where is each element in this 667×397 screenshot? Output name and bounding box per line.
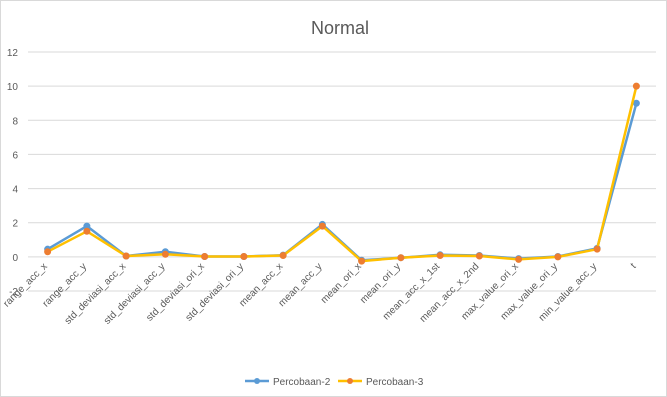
y-tick-label: 12 (7, 48, 19, 59)
data-point (240, 253, 248, 261)
series-1 (44, 99, 640, 264)
x-axis-tick-labels: range_acc_xrange_acc_ystd_deviasi_acc_xs… (1, 261, 638, 327)
legend-label: Percobaan-3 (366, 377, 424, 388)
data-point (83, 227, 91, 235)
series-2 (44, 82, 640, 265)
data-point (593, 245, 601, 253)
y-tick-label: 6 (12, 150, 18, 161)
series-line (46, 102, 638, 262)
data-point (554, 253, 562, 261)
data-point (44, 248, 52, 256)
series-line (47, 85, 638, 263)
data-point (632, 82, 640, 90)
legend-item: Percobaan-2 (245, 377, 331, 388)
legend-item: Percobaan-3 (338, 377, 424, 388)
legend-marker (347, 378, 353, 384)
data-point (318, 222, 326, 230)
y-tick-label: 8 (12, 116, 18, 127)
data-point (515, 255, 523, 263)
x-tick-label: t (629, 261, 639, 271)
y-tick-label: 10 (7, 82, 19, 93)
series-layer (44, 82, 640, 265)
y-tick-label: 4 (12, 185, 18, 196)
chart-title: Normal (311, 18, 369, 38)
data-point (358, 257, 366, 265)
data-point (475, 252, 483, 260)
y-tick-label: 2 (12, 219, 18, 230)
data-point (279, 251, 287, 259)
data-point (632, 99, 640, 107)
x-tick-label: mean_ori_x (319, 261, 364, 306)
data-point (397, 254, 405, 262)
data-point (161, 250, 169, 258)
data-point (436, 251, 444, 259)
data-point (201, 253, 209, 261)
legend-label: Percobaan-2 (273, 377, 331, 388)
data-point (122, 252, 130, 260)
legend: Percobaan-2 Percobaan-3 (245, 377, 424, 388)
legend-marker (254, 378, 260, 384)
y-tick-label: 0 (12, 253, 18, 264)
y-tick-label: -2 (9, 287, 18, 298)
y-axis-tick-labels: -2 0 2 4 6 8 10 12 (7, 48, 19, 298)
